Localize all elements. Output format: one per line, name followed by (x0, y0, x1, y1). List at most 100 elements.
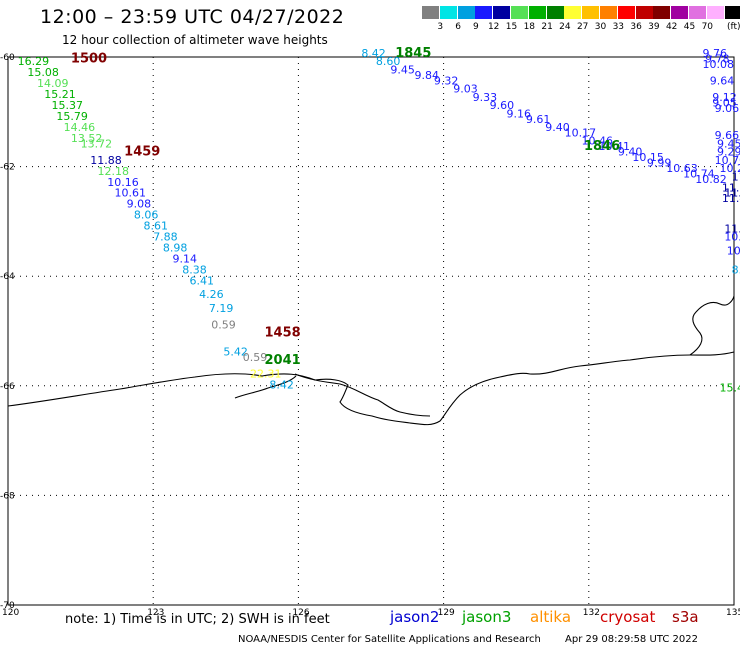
lat-tick-label: -70 (0, 601, 15, 611)
lon-tick-label: 120 (2, 608, 19, 618)
wave-height-label: 9.64 (710, 74, 735, 87)
wave-height-label: 10.08 (703, 58, 735, 71)
wave-height-label: 10.74 (683, 168, 715, 181)
lat-tick-label: -66 (0, 382, 15, 392)
wave-height-label: 9.61 (526, 113, 551, 126)
wave-height-label: 9.16 (507, 107, 532, 120)
wave-height-label: 10.15 (632, 151, 664, 164)
pass-time-label: 1458 (265, 325, 301, 340)
legend-label: 9 (473, 22, 479, 32)
wave-height-label: 9.33 (473, 91, 498, 104)
lon-tick-label: 135 (726, 608, 740, 618)
wave-height-label: 10.16 (107, 176, 139, 189)
pass-time-label: 1845 (395, 46, 431, 61)
legend-label: 39 (648, 22, 660, 32)
legend-label: 42 (665, 22, 678, 32)
legend-units: (ft) (727, 22, 740, 32)
wave-height-label: 9.12 (712, 91, 737, 104)
wave-height-label: 9.40 (545, 121, 570, 134)
legend-swatch (528, 6, 546, 19)
map-subtitle: 12 hour collection of altimeter wave hei… (62, 33, 328, 47)
satellite-altika: altika (530, 608, 572, 626)
wave-height-label: 6.41 (190, 274, 215, 287)
wave-height-label: 13.72 (81, 137, 113, 150)
legend-swatch (475, 6, 493, 19)
wave-height-label: 9.99 (647, 157, 672, 170)
lon-tick-label: 129 (438, 608, 455, 618)
legend-label: 15 (505, 22, 518, 32)
wave-height-label: 8.42 (361, 47, 386, 60)
wave-height-label: 8.98 (163, 242, 188, 255)
wave-height-label: 22.31 (250, 368, 282, 381)
graticule (8, 57, 734, 605)
pass-time-label: 1459 (124, 145, 160, 160)
lat-tick-label: -68 (0, 491, 15, 501)
wave-height-label: 11.88 (90, 154, 122, 167)
wave-height-label: 10.70 (715, 154, 740, 167)
coastline-east-cape (689, 295, 735, 356)
wave-height-label: 11.64 (722, 181, 740, 194)
coastline-ice-ridge (234, 375, 297, 399)
wave-height-label: 15.21 (44, 88, 76, 101)
legend-swatch (564, 6, 582, 19)
wave-height-label: 11.7 (724, 222, 740, 235)
wave-height-label: 9.06 (715, 102, 740, 115)
wave-height-label: 10.29 (719, 162, 740, 175)
legend-swatch (671, 6, 689, 19)
wave-height-label: 15.37 (52, 99, 83, 112)
wave-height-label: 15.79 (56, 110, 88, 123)
lon-tick-label: 126 (292, 608, 309, 618)
wave-height-label: 10.82 (695, 173, 727, 186)
wave-height-label: 4.26 (199, 288, 224, 301)
satellite-jason2: jason2 (390, 608, 440, 626)
wave-height-label: 9.14 (173, 253, 198, 266)
pass-time-label: 2041 (265, 353, 301, 368)
wave-height-label: 7.88 (153, 231, 178, 244)
wave-height-label: 10.41 (598, 140, 630, 153)
wave-height-label: 15.08 (27, 66, 59, 79)
wave-height-label: 9.40 (618, 146, 643, 159)
legend-swatch (439, 6, 457, 19)
wave-height-label: 9.84 (415, 69, 440, 82)
coastline-inlet (294, 373, 431, 417)
wave-height-label: 0.59 (211, 318, 236, 331)
wave-height-label: 14.46 (64, 121, 96, 134)
satellite-s3a: s3a (672, 608, 699, 626)
wave-height-label: 15.44 (719, 381, 740, 394)
wave-height-label: 8.42 (269, 379, 294, 392)
wave-height-label: 8.06 (134, 209, 159, 222)
legend-label: 21 (541, 22, 553, 32)
wave-height-label: 13.52 (71, 132, 103, 145)
wave-height-label: 9.60 (490, 99, 514, 112)
coastline (7, 295, 735, 426)
legend-label: 27 (576, 22, 589, 32)
legend-label: 24 (559, 22, 571, 32)
footer-note: note: 1) Time is in UTC; 2) SWH is in fe… (65, 612, 330, 627)
legend-label: 70 (701, 22, 714, 32)
wave-height-label: 7.19 (209, 302, 234, 315)
lon-tick-label: 132 (583, 608, 600, 618)
wave-height-label: 12.18 (98, 165, 130, 178)
map-title: 12:00 – 23:59 UTC 04/27/2022 (40, 6, 345, 28)
wave-height-labels: 16.2915.0814.0915.2115.3715.7914.4613.52… (18, 47, 740, 394)
generated-timestamp: Apr 29 08:29:58 UTC 2022 (565, 634, 698, 645)
legend-swatch (422, 6, 439, 19)
legend-swatch (457, 6, 475, 19)
pass-time-labels: 1500 1459 1458 1845 1846 2041 (71, 46, 620, 368)
legend-label: 36 (630, 22, 642, 32)
pass-time-label: 1846 (584, 139, 620, 154)
lat-tick-label: -62 (0, 163, 15, 173)
wave-height-label: 11.47 (722, 192, 740, 205)
map-frame (7, 56, 735, 606)
wave-height-label: 8.60 (376, 55, 401, 68)
wave-height-label: 9.66 (715, 129, 740, 142)
wave-height-label: 8.38 (182, 263, 207, 276)
lat-tick-label: -64 (0, 272, 15, 282)
wave-height-label: 10.63 (666, 162, 698, 175)
legend-label: 18 (523, 22, 536, 32)
legend-label: 30 (594, 22, 607, 32)
legend-label: 45 (683, 22, 696, 32)
legend-label: 33 (612, 22, 625, 32)
wave-height-label: 16.29 (18, 55, 50, 68)
